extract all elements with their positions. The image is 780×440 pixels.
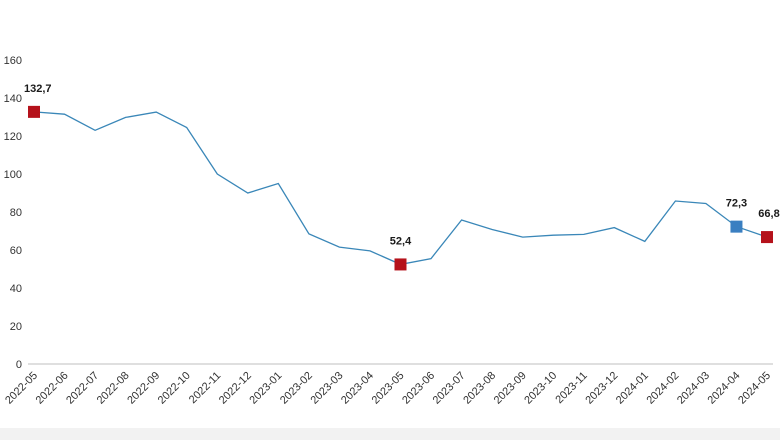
y-tick-label: 20 — [10, 321, 22, 333]
x-tick-label: 2022-12 — [217, 370, 254, 407]
x-tick-label: 2022-07 — [64, 370, 101, 407]
data-labels: 132,7 52,4 72,3 66,8 — [24, 83, 780, 248]
x-axis-tick-labels: 2022-052022-062022-072022-082022-092022-… — [3, 370, 773, 407]
data-label: 52,4 — [390, 235, 412, 247]
highlight-marker — [394, 258, 407, 271]
x-tick-label: 2024-05 — [736, 370, 773, 407]
x-tick-label: 2023-06 — [400, 370, 437, 407]
x-tick-label: 2023-08 — [461, 370, 498, 407]
y-tick-label: 60 — [10, 245, 22, 257]
x-tick-label: 2023-04 — [339, 370, 376, 407]
x-tick-label: 2023-11 — [553, 370, 589, 406]
y-tick-label: 140 — [4, 93, 22, 105]
x-tick-label: 2022-11 — [187, 370, 223, 406]
x-tick-label: 2023-09 — [492, 370, 529, 407]
x-tick-label: 2022-05 — [3, 370, 40, 407]
data-label: 132,7 — [24, 83, 52, 95]
x-tick-label: 2024-03 — [675, 370, 712, 407]
y-tick-label: 120 — [4, 131, 22, 143]
x-tick-label: 2023-10 — [522, 370, 559, 407]
y-tick-label: 40 — [10, 283, 22, 295]
x-tick-label: 2023-01 — [247, 370, 284, 407]
x-tick-label: 2024-01 — [614, 370, 651, 407]
bottom-band — [0, 428, 780, 440]
x-tick-label: 2023-03 — [309, 370, 346, 407]
y-tick-label: 80 — [10, 207, 22, 219]
x-tick-label: 2022-10 — [156, 370, 193, 407]
highlight-marker — [28, 105, 40, 118]
data-label: 66,8 — [758, 208, 779, 220]
y-tick-label: 100 — [4, 169, 22, 181]
y-tick-label: 160 — [4, 55, 22, 67]
x-tick-label: 2023-07 — [431, 370, 468, 407]
x-tick-label: 2024-04 — [706, 370, 743, 407]
x-tick-label: 2023-02 — [278, 370, 315, 407]
x-tick-label: 2023-05 — [370, 370, 407, 407]
x-tick-label: 2022-06 — [34, 370, 71, 407]
highlight-markers — [28, 105, 773, 271]
y-axis-tick-labels: 0 20 40 60 80 100 120 140 160 — [4, 55, 22, 371]
x-tick-label: 2022-08 — [95, 370, 132, 407]
x-tick-label: 2024-02 — [644, 370, 681, 407]
x-tick-label: 2022-09 — [125, 370, 162, 407]
y-tick-label: 0 — [16, 359, 22, 371]
highlight-marker — [730, 220, 743, 233]
x-tick-label: 2023-12 — [583, 370, 620, 407]
data-label: 72,3 — [726, 198, 747, 210]
highlight-marker — [761, 231, 773, 244]
